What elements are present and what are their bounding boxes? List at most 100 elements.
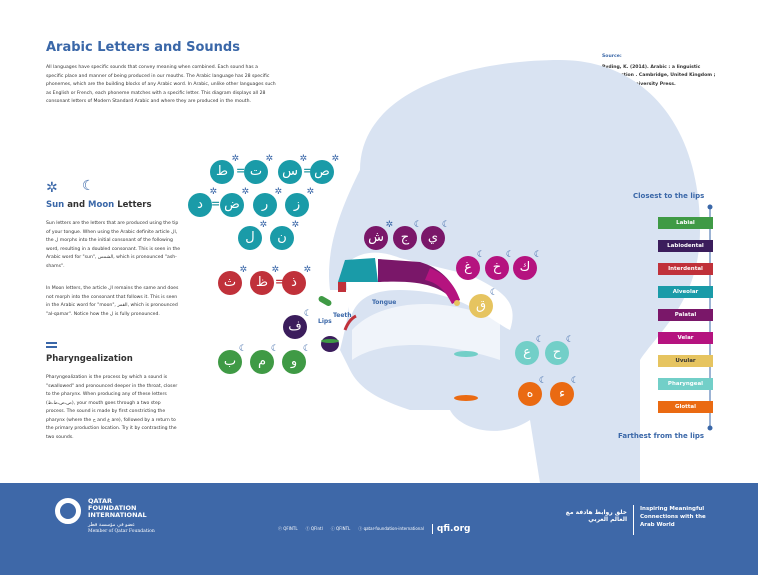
sun-icon: ✲ [303,265,311,275]
moon-icon: ☾ [570,376,579,386]
letter-alveolar: ز ✲ [285,188,314,217]
letter-glyph: س [282,164,298,179]
legend-item-labial: Labial [658,217,713,229]
legend-item-alveolar: Alveolar [658,286,713,298]
sun-icon: ✲ [265,154,273,164]
letter-glyph: ذ [291,275,297,290]
letter-glyph: غ [464,260,472,275]
moon-icon: ☾ [302,344,311,354]
moon-icon: ☾ [441,220,450,230]
sun-icon: ✲ [306,187,314,197]
letter-alveolar: ض ✲ [220,188,249,217]
linkedin-link[interactable]: ⓛ qatar-foundation-international [358,526,424,531]
legend-item-uvular: Uvular [658,355,713,367]
letter-glyph: ن [277,230,287,245]
letter-glottal: ء ☾ [550,377,579,406]
letter-glyph: ب [223,354,237,369]
moon-icon: ☾ [505,250,514,260]
equals-icon: = [275,275,285,288]
letter-glyph: ت [249,164,263,179]
letter-glyph: ز [293,197,301,212]
org-arabic: عضو في مؤسسة قطر [88,522,136,528]
moon-icon: ☾ [535,335,544,345]
letter-alveolar: د ✲ [188,188,217,217]
source-label: Source: [602,54,622,59]
moon-icon: ☾ [565,335,574,345]
moon-icon: ☾ [476,250,485,260]
letter-pharyngeal: ح ☾ [545,336,574,365]
letter-alveolar: ت ✲ [244,155,273,184]
tongue-tip [343,314,357,331]
moon-icon: ☾ [82,178,95,194]
letter-glyph: ر [261,197,269,212]
letter-glyph: ش [368,230,384,245]
letter-glyph: د [197,197,203,212]
letter-glyph: و [290,354,298,369]
letter-glyph: ق [475,298,487,313]
pharyngealization-text: Pharyngealization is the process by whic… [46,375,178,440]
letter-labial: ب ☾ [218,345,247,374]
instagram-link[interactable]: ⓘ QFINTL [330,526,351,531]
glottis-mark [454,395,478,401]
letter-interdental: ظ ✲ [250,266,279,295]
tagline: Inspiring Meaningful Connections with th… [640,506,706,528]
pharynx-mark [454,351,478,357]
moon-icon: ☾ [538,376,547,386]
letter-palatal: ش ✲ [364,221,393,250]
equals-icon: = [211,197,221,210]
letter-glyph: ط [215,164,229,179]
letter-alveolar: ر ✲ [253,188,282,217]
sun-icon: ✲ [385,220,393,230]
intro-text: All languages have specific sounds that … [46,65,276,104]
uvula [454,300,460,306]
letter-glyph: ث [223,275,237,290]
letter-glyph: خ [492,260,502,275]
teeth-mark [338,282,346,292]
letter-labial: م ☾ [250,345,279,374]
source: Source: Ryding, K. (2014). Arabic : a li… [602,53,732,89]
sun-icon: ✲ [291,220,299,230]
equals-icon [46,342,57,344]
letter-labial: و ☾ [282,345,311,374]
letter-glyph: ك [519,260,531,275]
letter-glyph: ه [526,386,534,401]
social-links: ⓕ QFINTL ⓣ QFIntl ⓘ QFINTL ⓛ qatar-found… [278,524,471,534]
letter-glyph: ص [314,164,330,179]
sun-icon: ✲ [209,187,217,197]
letter-glyph: ف [288,319,302,334]
velum [425,268,460,304]
lips-label: Lips [318,318,332,325]
equals-icon: = [303,164,313,177]
letter-pharyngeal: ع ☾ [515,336,544,365]
footer: QATAR FOUNDATION INTERNATIONAL عضو في مؤسس… [0,483,758,575]
qfi-logo-icon [55,498,81,524]
legend-item-velar: Velar [658,332,713,344]
letter-alveolar: س ✲ [278,155,307,184]
facebook-link[interactable]: ⓕ QFINTL [278,526,298,531]
sun-icon: ✲ [271,265,279,275]
letter-palatal: ج ☾ [393,221,422,250]
website-link[interactable]: qfi.org [431,524,471,534]
moon-icon: ☾ [270,344,279,354]
sun-icon: ✲ [239,265,247,275]
moon-icon: ☾ [489,288,498,298]
legend-top-label: Closest to the lips [633,192,705,200]
letter-glyph: م [257,354,267,369]
sun-icon: ✲ [46,180,58,196]
twitter-link[interactable]: ⓣ QFIntl [305,526,323,531]
letter-velar: خ ☾ [485,251,514,280]
upper-lip [318,296,332,306]
alveolar-ridge [338,258,378,282]
sun-icon: ✲ [299,154,307,164]
legend-item-palatal: Palatal [658,309,713,321]
sun-icon: ✲ [274,187,282,197]
sun-icon: ✲ [259,220,267,230]
letter-velar: غ ☾ [456,251,485,280]
letter-glyph: ح [552,345,562,360]
teeth-label: Teeth [333,312,352,319]
legend-item-glottal: Glottal [658,401,713,413]
pharyngealization-title: Pharyngealization [46,354,133,364]
lower-lip [321,336,339,352]
letter-alveolar: ط ✲ [210,155,239,184]
letter-interdental: ذ ✲ [282,266,311,295]
